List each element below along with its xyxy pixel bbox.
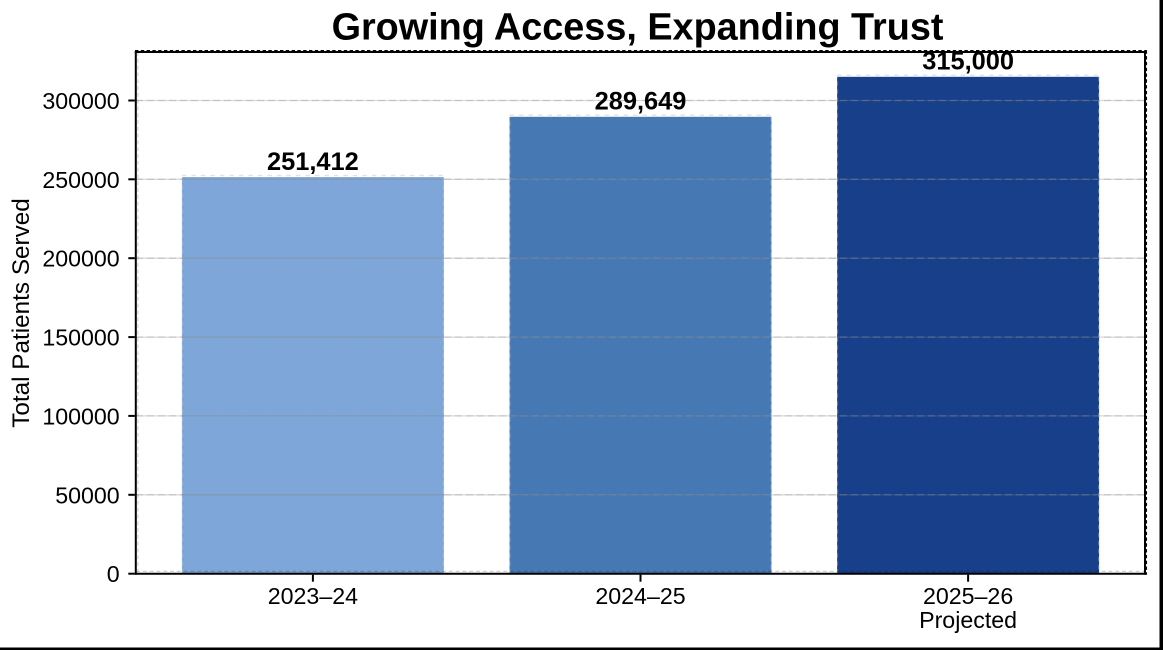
svg-text:200000: 200000: [42, 246, 119, 272]
svg-text:251,412: 251,412: [267, 148, 359, 176]
svg-text:Total Patients Served: Total Patients Served: [8, 198, 35, 428]
svg-text:315,000: 315,000: [922, 48, 1014, 76]
svg-text:0: 0: [107, 561, 120, 587]
svg-text:50000: 50000: [55, 482, 119, 508]
svg-text:Projected: Projected: [919, 607, 1017, 633]
svg-text:2025–26: 2025–26: [923, 583, 1013, 609]
svg-text:250000: 250000: [42, 167, 119, 193]
svg-text:2023–24: 2023–24: [268, 583, 358, 609]
svg-text:150000: 150000: [42, 325, 119, 351]
svg-text:300000: 300000: [42, 88, 119, 114]
svg-text:Growing Access, Expanding Trus: Growing Access, Expanding Trust: [332, 7, 944, 49]
svg-text:2024–25: 2024–25: [595, 583, 685, 609]
svg-text:100000: 100000: [42, 403, 119, 429]
svg-text:289,649: 289,649: [595, 88, 687, 116]
